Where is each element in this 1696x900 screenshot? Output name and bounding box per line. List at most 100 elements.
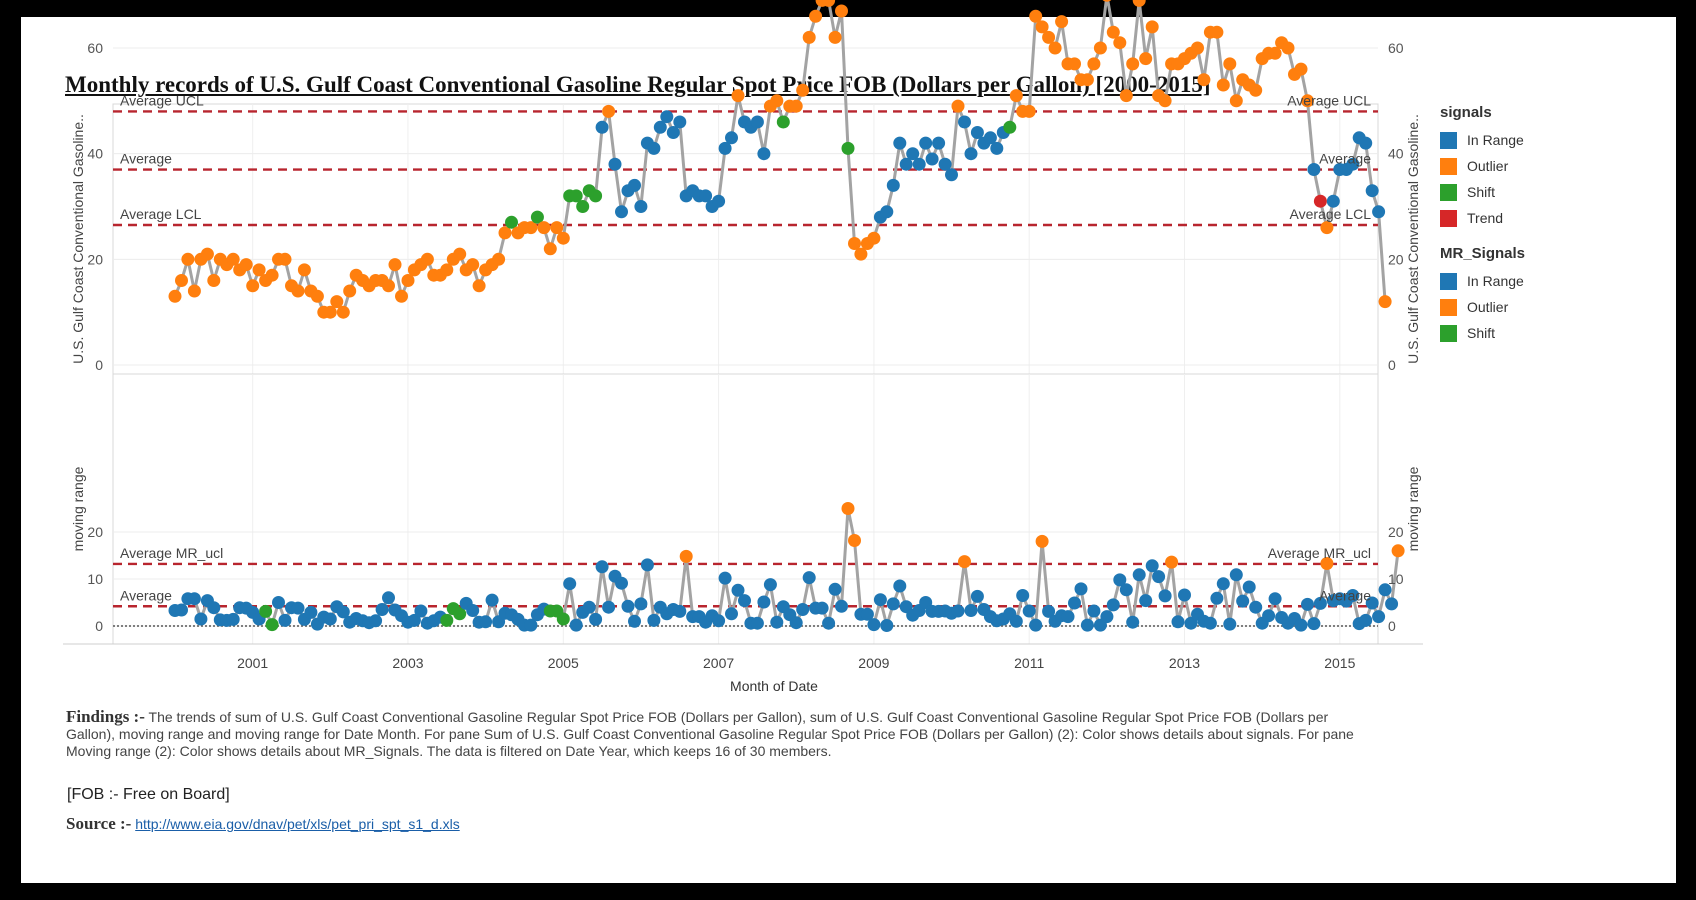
- price-point: [757, 147, 770, 160]
- legend-signal-item[interactable]: Shift: [1440, 179, 1590, 205]
- y-tick-label-right: 0: [1388, 357, 1396, 373]
- y-tick-label-left: 60: [87, 40, 103, 56]
- price-point: [337, 306, 350, 319]
- source-link[interactable]: http://www.eia.gov/dnav/pet/xls/pet_pri_…: [135, 816, 460, 832]
- price-point: [1249, 84, 1262, 97]
- price-point: [913, 158, 926, 171]
- moving-range-point: [557, 613, 570, 626]
- legend-signal-item[interactable]: Trend: [1440, 205, 1590, 231]
- y-tick-label-right: 20: [1388, 524, 1404, 540]
- price-point: [952, 100, 965, 113]
- reference-label-right: Average UCL: [1287, 92, 1371, 108]
- moving-range-point: [292, 602, 305, 615]
- y-tick-label-right: 40: [1388, 146, 1404, 162]
- reference-lines-layer: [113, 111, 1378, 626]
- price-point: [1230, 94, 1243, 107]
- price-point: [829, 31, 842, 44]
- legend-mr-signal-item[interactable]: In Range: [1440, 268, 1590, 294]
- price-point: [589, 189, 602, 202]
- moving-range-point: [1301, 598, 1314, 611]
- price-point: [1120, 89, 1133, 102]
- legend-mr-signal-swatch: [1440, 273, 1457, 290]
- moving-range-point: [971, 590, 984, 603]
- price-point: [298, 263, 311, 276]
- y-axis-label-right: U.S. Gulf Coast Conventional Gasoline..: [1405, 114, 1421, 364]
- legend-signal-item[interactable]: In Range: [1440, 127, 1590, 153]
- legend-signal-label: Shift: [1467, 184, 1495, 200]
- price-point: [175, 274, 188, 287]
- legend-signals-title: signals: [1440, 104, 1590, 121]
- price-point: [1372, 205, 1385, 218]
- moving-range-point: [628, 615, 641, 628]
- moving-range-point: [1068, 597, 1081, 610]
- moving-range-point: [175, 604, 188, 617]
- price-point: [453, 248, 466, 261]
- price-point: [246, 279, 259, 292]
- price-point: [1126, 57, 1139, 70]
- price-point: [932, 137, 945, 150]
- price-point: [1359, 137, 1372, 150]
- price-point: [609, 158, 622, 171]
- y-tick-label-left: 10: [87, 571, 103, 587]
- moving-range-point: [1146, 559, 1159, 572]
- price-point: [1159, 94, 1172, 107]
- legend-mr-signal-label: Shift: [1467, 325, 1495, 341]
- price-point: [1049, 42, 1062, 55]
- moving-range-point: [589, 613, 602, 626]
- reference-label-left: Average LCL: [120, 206, 202, 222]
- price-point: [615, 205, 628, 218]
- legend-signal-label: Trend: [1467, 210, 1503, 226]
- moving-range-point: [479, 615, 492, 628]
- price-point: [1217, 79, 1230, 92]
- moving-range-point: [803, 571, 816, 584]
- price-point: [790, 100, 803, 113]
- y-tick-label-right: 20: [1388, 251, 1404, 267]
- moving-range-point: [867, 618, 880, 631]
- moving-range-point: [1269, 592, 1282, 605]
- moving-range-point: [279, 614, 292, 627]
- price-point: [777, 116, 790, 129]
- legend-mr-signal-item[interactable]: Outlier: [1440, 294, 1590, 320]
- moving-range-point: [751, 617, 764, 630]
- moving-range-point: [1120, 583, 1133, 596]
- legend-signal-item[interactable]: Outlier: [1440, 153, 1590, 179]
- price-point: [1133, 0, 1146, 7]
- moving-range-point: [1204, 617, 1217, 630]
- moving-range-point: [757, 596, 770, 609]
- price-point: [1081, 73, 1094, 86]
- moving-range-point: [266, 618, 279, 631]
- price-point: [712, 195, 725, 208]
- price-point: [188, 285, 201, 298]
- moving-range-point: [874, 593, 887, 606]
- y-tick-label-right: 0: [1388, 618, 1396, 634]
- legend-mr-signal-item[interactable]: Shift: [1440, 320, 1590, 346]
- price-point: [537, 221, 550, 234]
- moving-range-point: [1262, 609, 1275, 622]
- moving-range-point: [324, 613, 337, 626]
- moving-range-point: [634, 597, 647, 610]
- moving-range-point: [1217, 577, 1230, 590]
- moving-range-point: [1159, 589, 1172, 602]
- price-point: [343, 285, 356, 298]
- price-point: [382, 279, 395, 292]
- legend-signal-swatch: [1440, 184, 1457, 201]
- price-point: [279, 253, 292, 266]
- moving-range-point: [1249, 601, 1262, 614]
- moving-range-point: [1139, 594, 1152, 607]
- price-point: [887, 179, 900, 192]
- price-point: [466, 258, 479, 271]
- moving-range-point: [1023, 605, 1036, 618]
- reference-label-right: Average MR_ucl: [1268, 545, 1371, 561]
- y-tick-label-left: 20: [87, 251, 103, 267]
- moving-range-point: [816, 602, 829, 615]
- price-point: [1087, 57, 1100, 70]
- price-point: [1197, 73, 1210, 86]
- moving-range-point: [304, 606, 317, 619]
- legend-signal-label: In Range: [1467, 132, 1524, 148]
- moving-range-point: [641, 558, 654, 571]
- price-point: [576, 200, 589, 213]
- moving-range-point: [1165, 556, 1178, 569]
- reference-label-left: Average: [120, 587, 172, 603]
- findings-text: The trends of sum of U.S. Gulf Coast Con…: [66, 709, 1354, 759]
- moving-range-point: [1081, 619, 1094, 632]
